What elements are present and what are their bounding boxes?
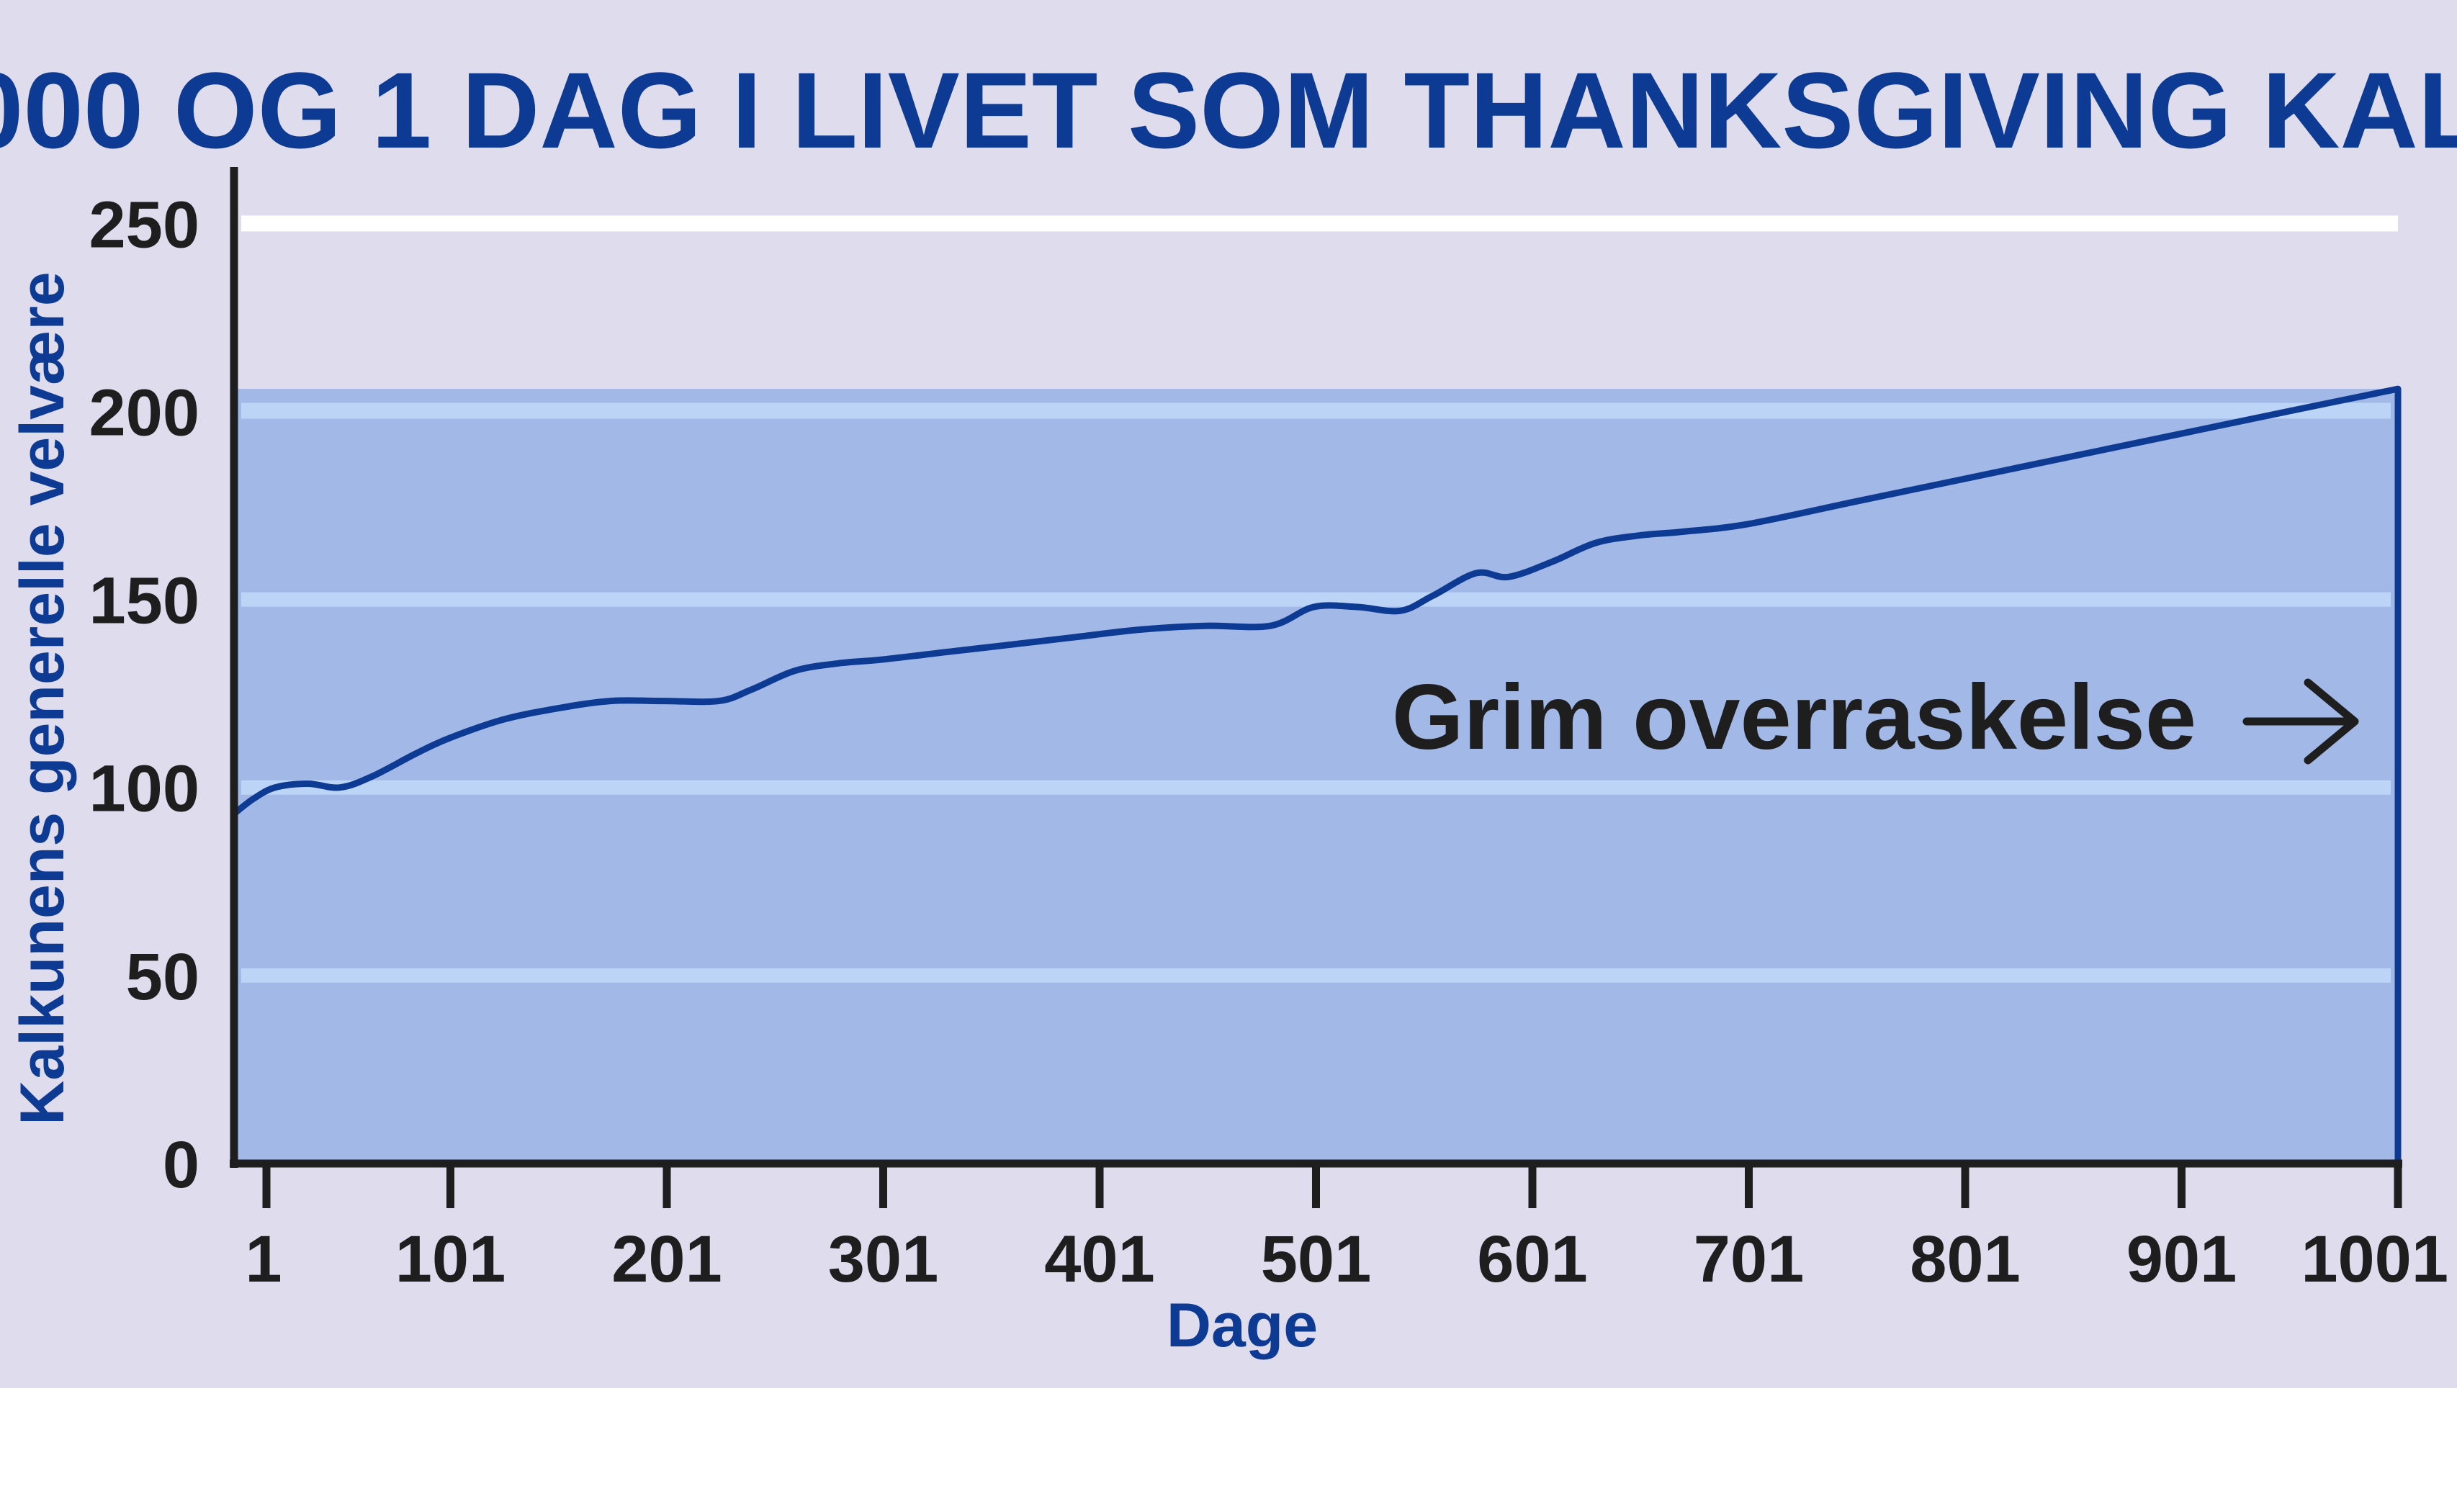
x-tick-label-1: 1 (245, 1223, 282, 1296)
chart-title: 1000 OG 1 DAG I LIVET SOM THANKSGIVING K… (0, 50, 2457, 171)
x-tick-label-501: 501 (1261, 1223, 1372, 1296)
x-tick-label-101: 101 (395, 1223, 506, 1296)
series-line (230, 385, 2402, 817)
x-tick-label-1001: 1001 (2301, 1223, 2448, 1296)
x-tick-label-301: 301 (828, 1223, 939, 1296)
x-tick-label-701: 701 (1694, 1223, 1805, 1296)
annotation-label: Grim overraskelse (1392, 666, 2196, 769)
x-tick-label-801: 801 (1910, 1223, 2021, 1296)
x-tick-label-401: 401 (1044, 1223, 1155, 1296)
x-tick-label-901: 901 (2126, 1223, 2237, 1296)
y-axis-title: Kalkunens generelle velvære (8, 271, 77, 1125)
y-tick-labels: 0 50 100 150 200 250 (89, 188, 200, 1202)
arrow-head (2304, 678, 2359, 765)
arrow-right-icon (2242, 678, 2359, 765)
y-tick-label-150: 150 (89, 564, 200, 638)
plot-area (234, 389, 2398, 1164)
series-layer (230, 385, 2402, 1164)
gridlines (241, 215, 2398, 983)
y-tick-label-200: 200 (89, 376, 200, 449)
plot-fill (234, 389, 2398, 1164)
x-axis-title: Dage (1167, 1291, 1318, 1360)
x-tick-label-601: 601 (1477, 1223, 1588, 1296)
x-tick-labels: 1 101 201 301 401 501 601 701 801 901 1001 (245, 1164, 2448, 1296)
annotation: Grim overraskelse (1392, 666, 2359, 769)
y-tick-label-250: 250 (89, 188, 200, 261)
y-tick-label-100: 100 (89, 752, 200, 826)
y-tick-label-50: 50 (126, 940, 199, 1014)
y-tick-label-0: 0 (163, 1128, 199, 1202)
x-tick-label-201: 201 (611, 1223, 722, 1296)
